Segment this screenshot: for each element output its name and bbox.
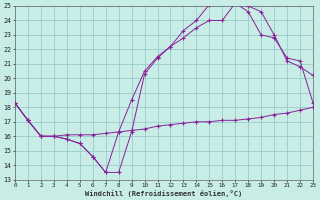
X-axis label: Windchill (Refroidissement éolien,°C): Windchill (Refroidissement éolien,°C) — [85, 190, 243, 197]
